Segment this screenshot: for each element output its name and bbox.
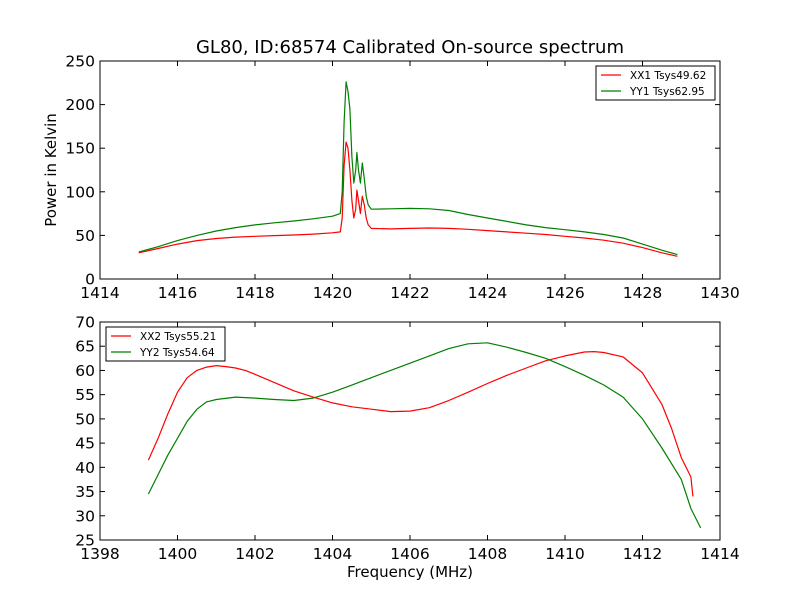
bottom-legend: XX2 Tsys55.21 YY2 Tsys54.64 xyxy=(105,326,226,362)
y-tick-label: 60 xyxy=(75,362,95,380)
top-panel: 1414 1416 1418 1420 1422 1424 1426 1428 1430 0 50 1… xyxy=(42,53,740,303)
top-axis-ticks: 1414 1416 1418 1420 1422 1424 1426 1428 1430 0 50 1… xyxy=(65,53,739,303)
x-tick-label: 1414 xyxy=(80,284,119,302)
series-line-yy1 xyxy=(138,81,678,256)
chart-title: GL80, ID:68574 Calibrated On-source spec… xyxy=(196,37,624,58)
x-tick-label: 1402 xyxy=(235,545,274,563)
x-tick-label: 1424 xyxy=(468,284,507,302)
x-tick-label: 1428 xyxy=(623,284,662,302)
top-legend-box xyxy=(595,65,716,101)
x-tick-label: 1416 xyxy=(158,284,197,302)
x-tick-label: 1430 xyxy=(700,284,739,302)
y-tick-label: 40 xyxy=(75,459,95,477)
bottom-axis-ticks: 1398 1400 1402 1404 1406 1408 1410 1412 1414 25 30… xyxy=(75,314,739,564)
x-tick-label: 1418 xyxy=(235,284,274,302)
x-tick-label: 1426 xyxy=(545,284,584,302)
y-tick-label: 55 xyxy=(75,386,95,404)
x-tick-label: 1422 xyxy=(390,284,429,302)
x-tick-label: 1410 xyxy=(545,545,584,563)
x-tick-label: 1398 xyxy=(80,545,119,563)
x-tick-label: 1400 xyxy=(158,545,197,563)
bottom-series-lines xyxy=(147,342,702,529)
x-tick-label: 1420 xyxy=(313,284,352,302)
top-series-lines xyxy=(138,81,678,257)
y-tick-label: 25 xyxy=(75,532,95,550)
y-tick-label: 200 xyxy=(65,96,95,114)
bottom-legend-box xyxy=(105,326,226,362)
y-tick-label: 150 xyxy=(65,140,95,158)
y-tick-label: 50 xyxy=(75,410,95,428)
y-tick-label: 35 xyxy=(75,483,95,501)
y-tick-label: 0 xyxy=(85,271,95,289)
legend-label-yy1: YY1 Tsys62.95 xyxy=(629,86,705,98)
series-line-xx2 xyxy=(147,351,694,497)
y-tick-label: 45 xyxy=(75,435,95,453)
y-tick-label: 65 xyxy=(75,338,95,356)
x-tick-label: 1412 xyxy=(623,545,662,563)
x-tick-label: 1414 xyxy=(700,545,739,563)
series-line-xx1 xyxy=(138,141,678,257)
y-tick-label: 100 xyxy=(65,183,95,201)
legend-label-xx2: XX2 Tsys55.21 xyxy=(140,331,216,343)
y-tick-label: 250 xyxy=(65,53,95,71)
x-tick-label: 1404 xyxy=(313,545,352,563)
legend-label-yy2: YY2 Tsys54.64 xyxy=(139,347,215,359)
y-tick-label: 50 xyxy=(75,227,95,245)
bottom-panel: 1398 1400 1402 1404 1406 1408 1410 1412 1414 25 30… xyxy=(75,314,739,582)
legend-label-xx1: XX1 Tsys49.62 xyxy=(630,70,706,82)
top-y-axis-label: Power in Kelvin xyxy=(42,113,60,227)
x-tick-label: 1406 xyxy=(390,545,429,563)
bottom-x-axis-label: Frequency (MHz) xyxy=(347,563,473,581)
y-tick-label: 70 xyxy=(75,314,95,332)
top-legend: XX1 Tsys49.62 YY1 Tsys62.95 xyxy=(595,65,716,101)
y-tick-label: 30 xyxy=(75,507,95,525)
x-tick-label: 1408 xyxy=(468,545,507,563)
series-line-yy2 xyxy=(147,342,702,529)
